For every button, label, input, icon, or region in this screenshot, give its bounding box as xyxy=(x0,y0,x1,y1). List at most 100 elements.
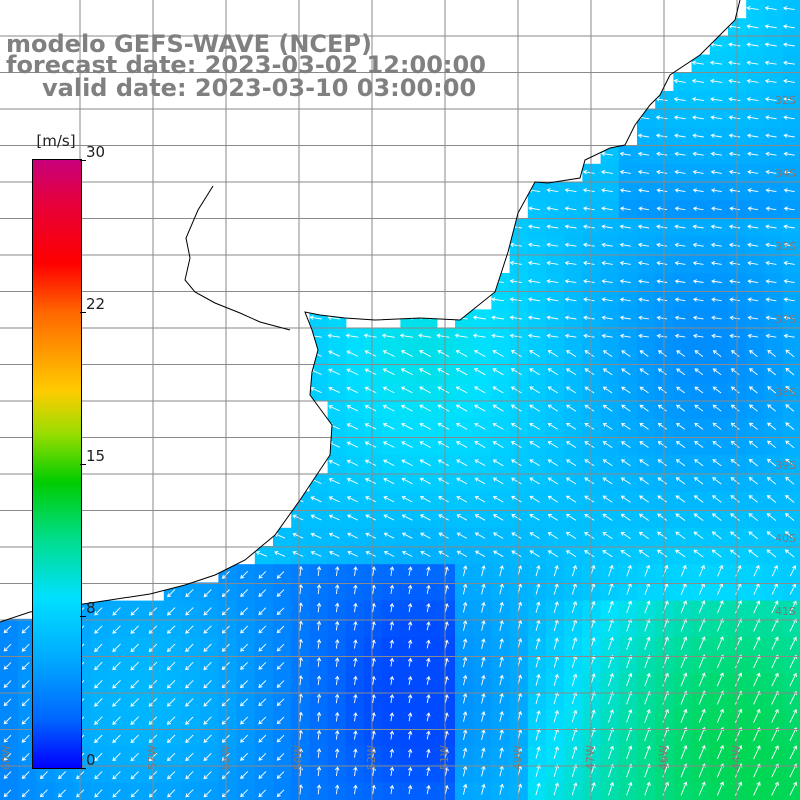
wind-arrow xyxy=(316,766,322,777)
wind-arrow xyxy=(571,745,578,759)
wind-arrow xyxy=(400,404,413,412)
wind-arrow xyxy=(601,279,613,284)
wind-arrow xyxy=(39,789,48,798)
wind-arrow xyxy=(620,531,631,540)
wind-arrow xyxy=(656,549,668,558)
colorbar-tick-label: 30 xyxy=(86,143,106,161)
wind-arrow xyxy=(3,680,12,688)
wind-arrow xyxy=(456,532,468,539)
wind-arrow xyxy=(730,513,740,521)
wind-arrow xyxy=(185,661,194,671)
wind-arrow xyxy=(39,771,48,780)
wind-arrow xyxy=(130,661,140,671)
wind-arrow xyxy=(716,745,724,760)
wind-arrow xyxy=(499,638,504,650)
wind-arrow xyxy=(292,550,304,557)
wind-arrow xyxy=(240,734,249,743)
wind-arrow xyxy=(553,764,560,778)
wind-arrow xyxy=(785,386,795,394)
wind-arrow xyxy=(529,441,540,448)
wind-arrow xyxy=(619,333,631,339)
wind-arrow xyxy=(407,675,413,685)
wind-arrow xyxy=(644,636,651,650)
wind-arrow xyxy=(716,636,724,650)
wind-arrow xyxy=(584,477,595,485)
wind-arrow xyxy=(712,477,722,485)
wind-arrow xyxy=(185,607,194,616)
wind-arrow xyxy=(316,675,322,686)
wind-arrow xyxy=(698,781,706,796)
wind-arrow xyxy=(334,584,340,595)
wind-arrow xyxy=(619,206,631,211)
wind-arrow xyxy=(712,440,722,449)
wind-arrow xyxy=(310,496,322,503)
wind-arrow xyxy=(3,698,12,707)
wind-arrow xyxy=(546,224,559,229)
wind-arrow xyxy=(112,752,121,762)
wind-arrow xyxy=(419,477,431,485)
wind-arrow xyxy=(583,333,595,339)
wind-arrow xyxy=(383,550,395,557)
wind-arrow xyxy=(328,550,340,557)
wind-arrow xyxy=(94,789,103,798)
wind-arrow xyxy=(748,549,759,558)
wind-arrow xyxy=(528,224,541,229)
wind-arrow xyxy=(712,350,722,357)
wind-arrow xyxy=(407,602,413,613)
wind-arrow xyxy=(492,404,504,412)
wind-arrow xyxy=(492,350,504,357)
wind-arrow xyxy=(167,752,176,762)
wind-arrow xyxy=(292,514,304,521)
wind-arrow xyxy=(389,766,395,776)
colorbar-units: [m/s] xyxy=(36,132,76,150)
wind-arrow xyxy=(407,639,413,649)
wind-arrow xyxy=(474,477,486,485)
wind-arrow xyxy=(675,495,686,503)
wind-arrow xyxy=(399,333,414,338)
wind-arrow xyxy=(492,477,504,485)
wind-arrow xyxy=(21,716,30,725)
wind-arrow xyxy=(529,532,540,539)
wind-arrow xyxy=(771,600,779,614)
wind-arrow xyxy=(21,661,30,670)
wind-arrow xyxy=(620,495,631,503)
wind-arrow xyxy=(694,350,704,357)
wind-arrow xyxy=(276,734,285,743)
wind-arrow xyxy=(734,745,743,760)
wind-arrow xyxy=(783,242,795,248)
wind-arrow xyxy=(783,97,795,102)
wind-arrow xyxy=(601,315,613,320)
wind-arrow xyxy=(407,584,413,594)
wind-arrow xyxy=(364,350,377,357)
wind-arrow xyxy=(94,643,103,653)
wind-arrow xyxy=(382,441,395,448)
wind-arrow xyxy=(608,654,614,668)
wind-arrow xyxy=(258,680,267,688)
wind-arrows xyxy=(3,5,798,798)
wind-arrow xyxy=(694,422,704,430)
wind-arrow xyxy=(365,514,377,521)
wind-arrow xyxy=(298,602,304,613)
latitude-label: 34S xyxy=(775,167,796,180)
wind-arrow xyxy=(620,477,631,485)
wind-arrow xyxy=(584,423,595,430)
wind-arrow xyxy=(363,333,377,338)
wind-arrow xyxy=(583,279,595,284)
wind-arrow xyxy=(437,368,450,376)
wind-arrow xyxy=(389,639,395,649)
wind-arrow xyxy=(547,550,559,558)
wind-arrow xyxy=(748,404,758,412)
wind-arrow xyxy=(438,514,449,521)
wind-arrow xyxy=(527,278,541,284)
wind-arrow xyxy=(783,115,795,120)
wind-arrow xyxy=(474,422,486,430)
wind-arrow xyxy=(347,532,358,539)
wind-arrow xyxy=(674,242,686,248)
wind-arrow xyxy=(481,583,486,595)
wind-arrow xyxy=(692,297,704,302)
wind-arrow xyxy=(753,564,760,577)
wind-cell xyxy=(782,345,800,365)
wind-arrow xyxy=(426,602,431,613)
wind-arrow xyxy=(167,607,176,616)
